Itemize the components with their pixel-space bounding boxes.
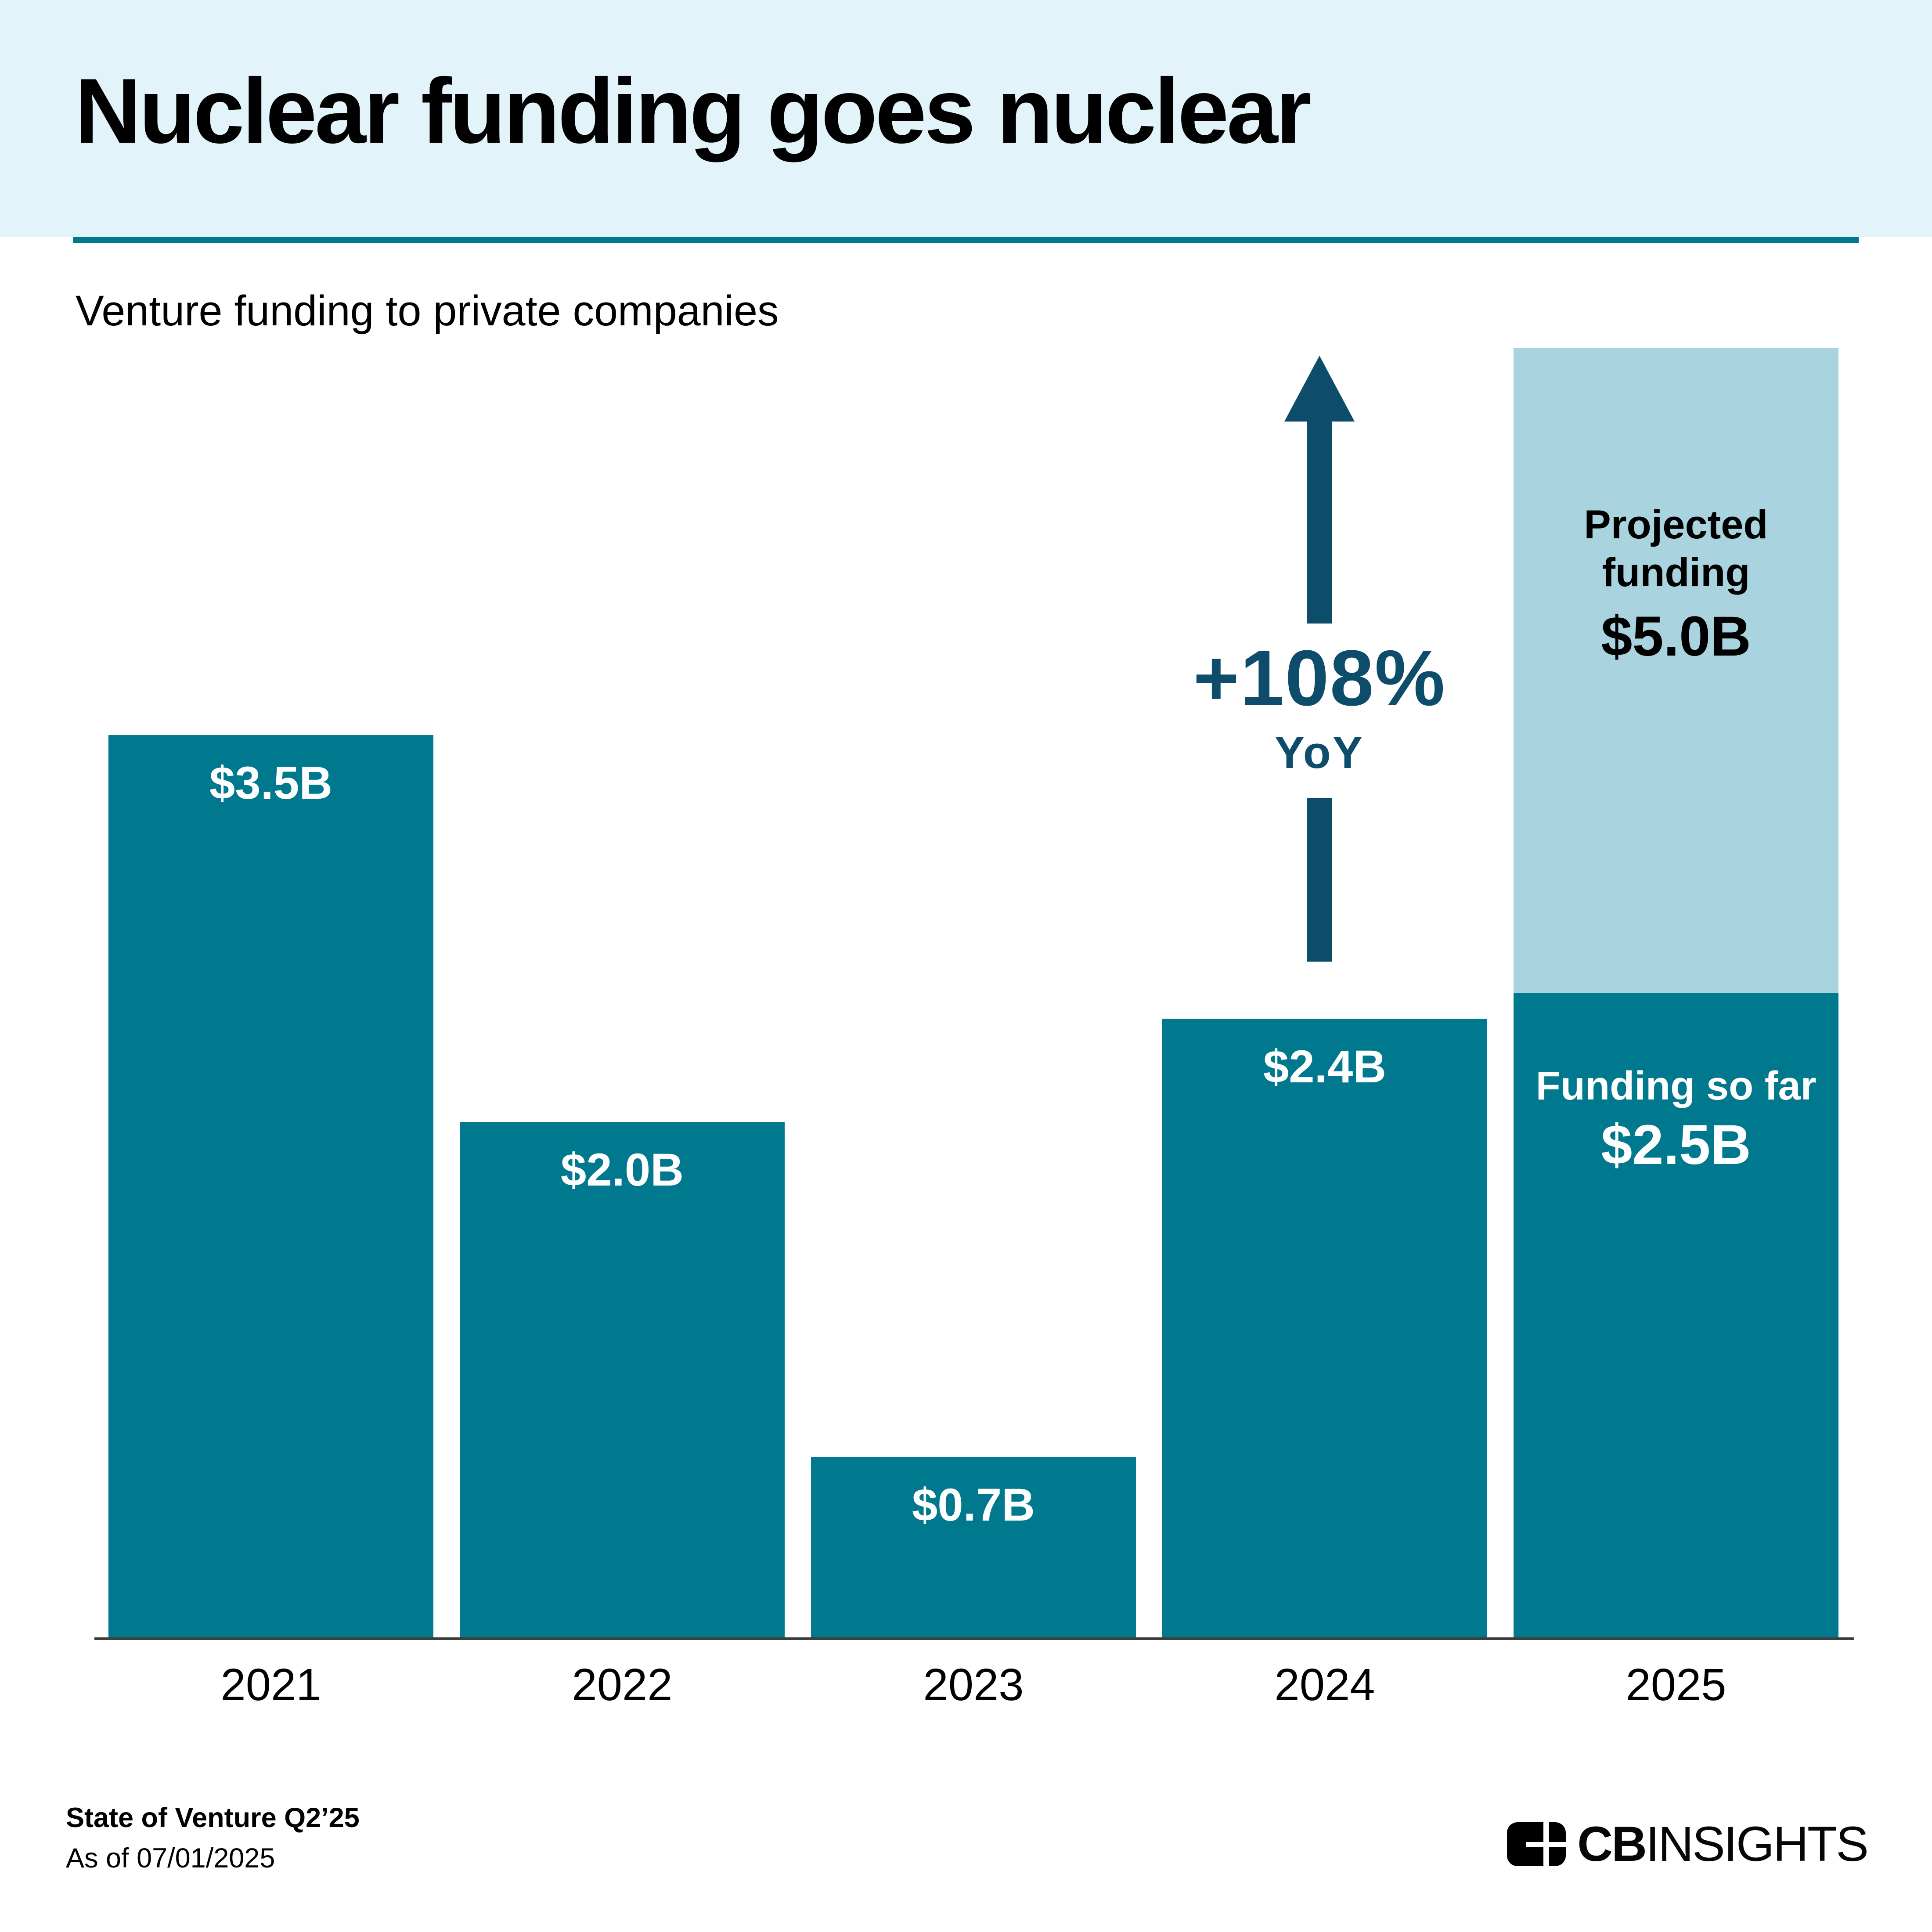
bar-2023: $0.7B — [811, 1457, 1136, 1637]
up-arrow-icon — [1284, 356, 1355, 422]
bar-value-label: $2.4B — [1263, 1041, 1387, 1092]
funding-so-far-amount: $2.5B — [1601, 1113, 1751, 1176]
x-tick-2022: 2022 — [572, 1659, 673, 1710]
x-axis-line — [94, 1637, 1854, 1640]
bar-value-label: $2.0B — [560, 1144, 684, 1196]
bar-2022: $2.0B — [460, 1122, 785, 1637]
projected-funding-title: Projected funding — [1584, 501, 1768, 596]
x-tick-2021: 2021 — [220, 1659, 321, 1710]
up-arrow-shaft-upper — [1307, 418, 1332, 624]
cbinsights-logo-icon — [1507, 1822, 1566, 1866]
bar-2024: $2.4B — [1162, 1019, 1487, 1637]
bar-2025-stacked: Projected funding $5.0B Funding so far $… — [1514, 348, 1838, 1637]
bar-2025-sofar-segment: Funding so far $2.5B — [1514, 993, 1838, 1637]
chart-subtitle: Venture funding to private companies — [76, 287, 779, 335]
bar-value-label: $3.5B — [209, 757, 333, 809]
bar-2021: $3.5B — [108, 735, 433, 1637]
x-tick-2024: 2024 — [1274, 1659, 1375, 1710]
yoy-percent-annotation: +108% — [1193, 634, 1446, 722]
x-tick-2025: 2025 — [1626, 1659, 1727, 1710]
bar-2025-projected-segment: Projected funding $5.0B — [1514, 348, 1838, 993]
logo-cb: CB — [1577, 1817, 1647, 1871]
projected-title-line1: Projected — [1584, 502, 1768, 547]
footer-source: State of Venture Q2’25 — [66, 1802, 360, 1833]
cbinsights-logo-text: CBINSIGHTS — [1577, 1817, 1869, 1871]
logo-horizontal-slot — [1526, 1842, 1566, 1847]
bar-value-label: $0.7B — [912, 1479, 1035, 1531]
projected-title-line2: funding — [1602, 550, 1750, 595]
logo-insights: INSIGHTS — [1646, 1817, 1869, 1871]
page-title: Nuclear funding goes nuclear — [75, 59, 1312, 162]
header-band — [0, 0, 1932, 237]
divider-rule — [73, 237, 1859, 243]
footer-as-of-date: As of 07/01/2025 — [66, 1843, 275, 1874]
up-arrow-shaft-lower — [1307, 798, 1332, 962]
projected-funding-amount: $5.0B — [1601, 605, 1751, 668]
yoy-period-annotation: YoY — [1274, 727, 1365, 778]
cbinsights-logo: CBINSIGHTS — [1507, 1817, 1869, 1871]
funding-so-far-title: Funding so far — [1536, 1063, 1817, 1108]
x-tick-2023: 2023 — [923, 1659, 1024, 1710]
